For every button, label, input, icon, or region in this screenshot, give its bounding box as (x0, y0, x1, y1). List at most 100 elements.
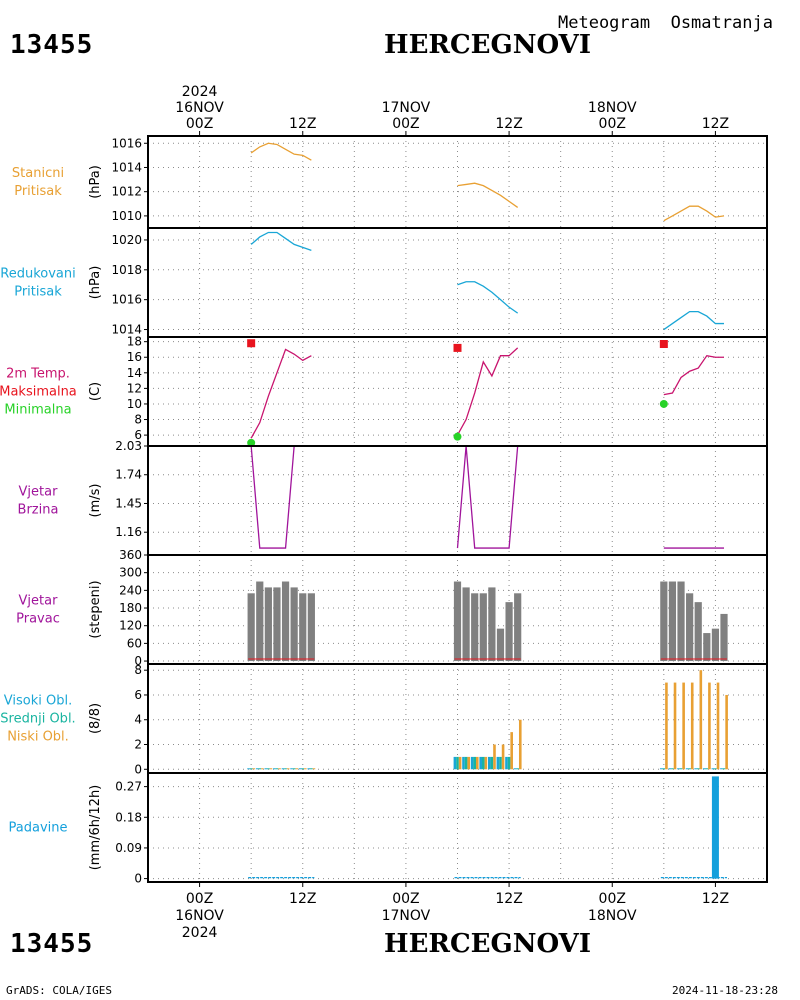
panel-label: Niski Obl. (7, 730, 69, 745)
panel-label: Vjetar (19, 594, 59, 609)
time-label-bottom: 12Z (495, 891, 522, 907)
y-tick-label: 0 (134, 872, 142, 886)
cloud-bar-mid (507, 756, 511, 770)
credit-text: GrADS: COLA/IGES (6, 984, 112, 997)
y-axis-label: (hPa) (88, 165, 103, 199)
y-tick-label: 0.27 (115, 780, 142, 794)
y-tick-label: 1012 (111, 185, 142, 199)
y-tick-label: 300 (119, 566, 142, 580)
y-tick-label: 1014 (111, 160, 142, 174)
cloud-bar-low (278, 768, 281, 770)
y-tick-label: 2 (134, 738, 142, 752)
wind-direction-bar (471, 593, 479, 662)
y-tick-label: 6 (134, 688, 142, 702)
time-label-top: 12Z (702, 116, 729, 132)
y-tick-label: 12 (127, 381, 142, 395)
cloud-bar-low (286, 768, 290, 770)
panel-vjetar-brzina: 1.16 1.45 1.74 2.03 (m/s) Vjetar Brzina (18, 439, 768, 556)
cloud-bar-low (716, 682, 720, 770)
cloud-bar-high (307, 768, 311, 770)
time-label-bottom: 12Z (289, 891, 316, 907)
cloud-bar-high (281, 768, 285, 770)
cloud-bar-mid (679, 768, 683, 770)
series-line-2 (457, 182, 519, 208)
wind-direction-bar (307, 593, 315, 662)
wind-direction-bar (694, 602, 702, 662)
wind-direction-bar (290, 587, 298, 662)
cloud-bar-mid (267, 768, 270, 770)
wind-direction-bar (505, 602, 513, 662)
y-tick-label: 1016 (111, 293, 142, 307)
wind-direction-bar (711, 628, 720, 662)
cloud-bar-low (493, 744, 496, 770)
wind-direction-bar (660, 581, 668, 662)
year-label-bottom: 2024 (182, 925, 218, 941)
panel-label: Maksimalna (0, 385, 77, 400)
y-tick-label: 1018 (111, 263, 142, 277)
cloud-bar-high (255, 768, 259, 770)
y-axis-label: (stepeni) (88, 580, 103, 638)
time-label-top: 12Z (289, 116, 316, 132)
cloud-bar-low (510, 732, 513, 770)
date-label-top: 17NOV (382, 100, 431, 116)
panel-redukovani-pritisak: 1014 1016 1018 1020 (hPa) Redukovani Pritisak (0, 227, 768, 338)
panel-label: Srednji Obl. (0, 712, 75, 727)
station-name-top: HERCEGNOVI (384, 30, 591, 60)
panel-vjetar-pravac: 0 60 120 180 240 300 360 (stepeni) Vjetar Pravac (16, 548, 768, 668)
cloud-bar-high (453, 756, 457, 770)
y-tick-label: 2.03 (115, 439, 142, 453)
station-id-top: 13455 (10, 30, 94, 60)
panel-stanicni-pritisak: 1010 1012 1014 1016 (hPa) Stanicni Pritisak (12, 135, 768, 229)
panel-label: Padavine (9, 821, 68, 836)
cloud-bar-mid (301, 768, 305, 770)
y-tick-label: 240 (119, 583, 142, 597)
cloud-bar-high (677, 768, 680, 770)
cloud-bar-low (501, 744, 505, 770)
y-tick-label: 0 (134, 762, 142, 776)
wind-direction-bar (264, 587, 272, 662)
wind-direction-bar (496, 628, 505, 662)
y-tick-label: 1010 (111, 209, 142, 223)
max-temp-marker (659, 340, 668, 349)
panel-label: Brzina (18, 503, 59, 518)
series-line-1 (250, 231, 312, 252)
panel-label: 2m Temp. (6, 367, 70, 382)
cloud-bar-high (470, 756, 474, 770)
cloud-bar-high (668, 768, 672, 770)
date-label-bottom: 17NOV (382, 908, 431, 924)
cloud-bar-mid (714, 768, 717, 770)
cloud-bar-low (725, 694, 728, 770)
cloud-bar-mid (516, 768, 519, 770)
panel-label: Vjetar (19, 485, 59, 500)
cloud-bar-mid (499, 756, 502, 770)
y-tick-label: 1020 (111, 233, 142, 247)
y-tick-label: 8 (134, 413, 142, 427)
panel-frame (147, 772, 768, 883)
cloud-bar-mid (481, 756, 485, 770)
date-label-bottom: 16NOV (175, 908, 224, 924)
panel-oblacnost: 0 2 4 6 8 (8/8) Visoki Obl. Srednji Obl. Niski O… (0, 663, 768, 776)
cloud-bar-high (479, 756, 482, 770)
cloud-bar-mid (310, 768, 313, 770)
cloud-bar-high (264, 768, 268, 770)
y-tick-label: 4 (134, 713, 142, 727)
cloud-bar-high (720, 768, 723, 770)
y-tick-label: 0 (134, 654, 142, 668)
y-tick-label: 8 (134, 663, 142, 677)
year-label-top: 2024 (182, 84, 218, 100)
series-line-3 (663, 310, 725, 331)
cloud-bar-low (312, 768, 316, 770)
panel-label: Pritisak (14, 285, 62, 300)
wind-direction-bar (514, 593, 522, 662)
cloud-bar-high (247, 768, 250, 770)
wind-direction-bar (720, 613, 728, 662)
cloud-bar-high (702, 768, 706, 770)
y-tick-label: 180 (119, 601, 142, 615)
time-label-bottom: 12Z (702, 891, 729, 907)
cloud-bar-high (685, 768, 689, 770)
series-line-2 (456, 347, 519, 436)
cloud-bar-low (252, 768, 256, 770)
cloud-bar-high (487, 756, 491, 770)
y-tick-label: 16 (127, 350, 142, 364)
